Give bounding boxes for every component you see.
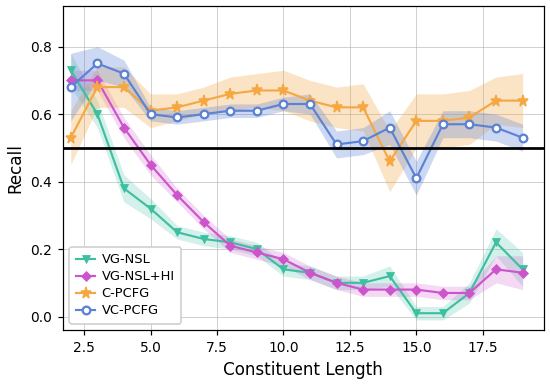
Line: C-PCFG: C-PCFG — [65, 81, 529, 167]
C-PCFG — [413, 119, 420, 123]
VC-PCFG — [94, 61, 101, 66]
VG-NSL — [227, 240, 234, 244]
VG-NSL+HI — [174, 193, 180, 198]
VC-PCFG — [493, 125, 499, 130]
VG-NSL — [280, 267, 287, 272]
VG-NSL — [307, 270, 314, 275]
VG-NSL+HI — [227, 243, 234, 248]
VC-PCFG — [254, 109, 260, 113]
VC-PCFG — [519, 136, 526, 140]
C-PCFG — [120, 85, 127, 89]
VG-NSL+HI — [68, 78, 74, 83]
VC-PCFG — [387, 125, 393, 130]
VG-NSL — [466, 291, 473, 295]
C-PCFG — [174, 105, 180, 110]
VC-PCFG — [147, 112, 154, 116]
VG-NSL — [94, 112, 101, 116]
VG-NSL+HI — [94, 78, 101, 83]
VG-NSL — [254, 247, 260, 251]
VG-NSL+HI — [466, 291, 473, 295]
VG-NSL — [333, 281, 340, 285]
VG-NSL+HI — [280, 257, 287, 261]
VG-NSL+HI — [120, 125, 127, 130]
C-PCFG — [439, 119, 446, 123]
C-PCFG — [147, 109, 154, 113]
C-PCFG — [68, 136, 74, 140]
VG-NSL+HI — [413, 287, 420, 292]
C-PCFG — [387, 159, 393, 164]
Line: VG-NSL+HI: VG-NSL+HI — [67, 77, 526, 296]
VC-PCFG — [174, 115, 180, 120]
C-PCFG — [280, 88, 287, 93]
C-PCFG — [360, 105, 366, 110]
Legend: VG-NSL, VG-NSL+HI, C-PCFG, VC-PCFG: VG-NSL, VG-NSL+HI, C-PCFG, VC-PCFG — [69, 247, 182, 323]
VG-NSL+HI — [439, 291, 446, 295]
C-PCFG — [519, 98, 526, 103]
C-PCFG — [94, 85, 101, 89]
VG-NSL — [174, 230, 180, 234]
C-PCFG — [493, 98, 499, 103]
VG-NSL+HI — [254, 250, 260, 255]
VG-NSL+HI — [387, 287, 393, 292]
VG-NSL — [413, 311, 420, 316]
VC-PCFG — [333, 142, 340, 147]
Line: VG-NSL: VG-NSL — [67, 66, 526, 317]
VC-PCFG — [360, 139, 366, 143]
C-PCFG — [333, 105, 340, 110]
VG-NSL — [360, 281, 366, 285]
VC-PCFG — [413, 176, 420, 181]
C-PCFG — [466, 115, 473, 120]
X-axis label: Constituent Length: Constituent Length — [223, 361, 383, 379]
VG-NSL — [200, 237, 207, 241]
VG-NSL — [493, 240, 499, 244]
VG-NSL — [147, 206, 154, 211]
VC-PCFG — [200, 112, 207, 116]
C-PCFG — [307, 98, 314, 103]
VG-NSL+HI — [333, 281, 340, 285]
VG-NSL+HI — [493, 267, 499, 272]
VG-NSL — [387, 274, 393, 278]
VG-NSL+HI — [147, 162, 154, 167]
VG-NSL — [68, 68, 74, 72]
VG-NSL+HI — [200, 220, 207, 224]
Line: VC-PCFG: VC-PCFG — [67, 60, 526, 182]
VC-PCFG — [227, 109, 234, 113]
VC-PCFG — [68, 85, 74, 89]
VG-NSL+HI — [519, 270, 526, 275]
VC-PCFG — [280, 102, 287, 106]
VC-PCFG — [120, 71, 127, 76]
VC-PCFG — [466, 122, 473, 127]
C-PCFG — [200, 98, 207, 103]
VC-PCFG — [307, 102, 314, 106]
C-PCFG — [227, 92, 234, 96]
VC-PCFG — [439, 122, 446, 127]
C-PCFG — [254, 88, 260, 93]
VG-NSL — [439, 311, 446, 316]
VG-NSL — [519, 267, 526, 272]
VG-NSL+HI — [307, 270, 314, 275]
VG-NSL — [120, 186, 127, 191]
VG-NSL+HI — [360, 287, 366, 292]
Y-axis label: Recall: Recall — [6, 143, 24, 193]
